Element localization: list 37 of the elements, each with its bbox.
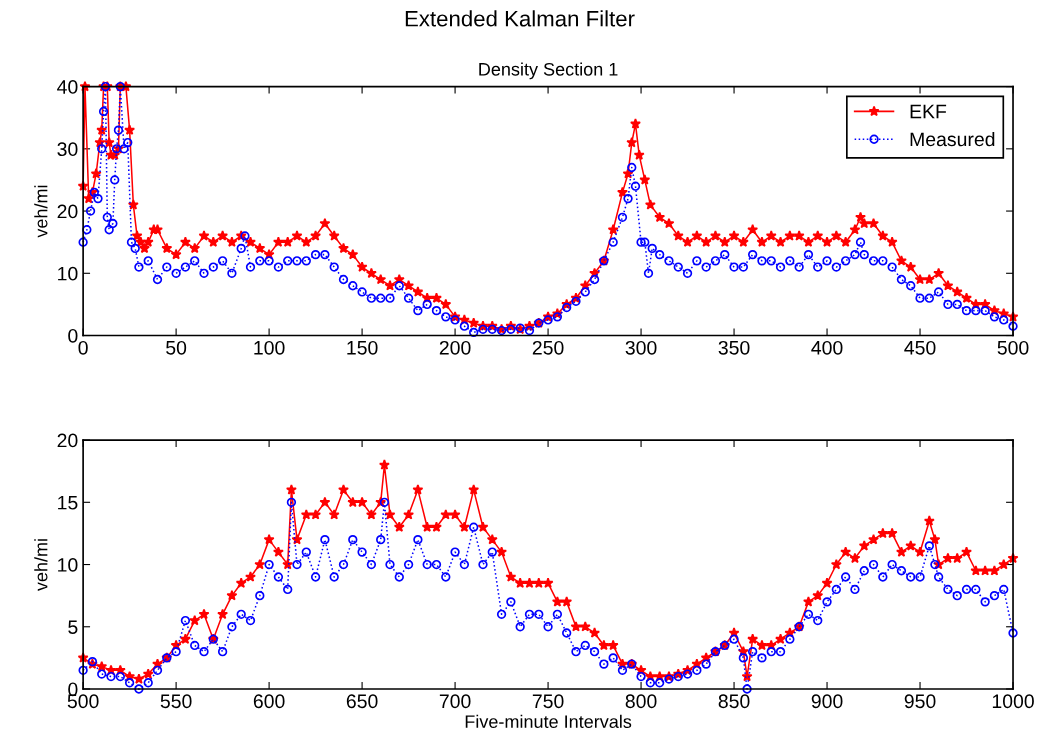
x-tick-label: 0: [78, 340, 88, 355]
legend-label: Measured: [910, 131, 995, 147]
y-axis-title: veh/mi: [34, 185, 48, 238]
x-tick-label: 200: [439, 340, 471, 355]
y-tick-label: 30: [57, 142, 78, 157]
x-tick-label: 50: [166, 340, 187, 355]
x-tick-label: 650: [346, 694, 378, 709]
y-tick-label: 15: [58, 495, 78, 510]
x-tick-label: 300: [625, 340, 657, 355]
y-tick-label: 10: [58, 266, 78, 281]
y-tick-label: 20: [57, 433, 78, 448]
y-tick-label: 20: [57, 204, 78, 219]
x-tick-label: 600: [253, 694, 285, 709]
x-tick-label: 1000: [992, 694, 1034, 709]
y-tick-label: 0: [68, 328, 78, 343]
x-tick-label: 400: [811, 340, 843, 355]
x-tick-label: 250: [532, 340, 564, 355]
x-tick-label: 150: [347, 340, 378, 355]
x-tick-label: 500: [997, 340, 1029, 355]
x-tick-label: 100: [254, 340, 285, 355]
x-tick-label: 800: [625, 694, 657, 709]
x-axis-title: Five-minute Intervals: [465, 714, 632, 729]
x-tick-label: 850: [718, 694, 750, 709]
y-tick-label: 40: [57, 80, 78, 94]
x-tick-label: 350: [718, 340, 750, 355]
y-axis-title: veh/mi: [34, 539, 48, 592]
legend-label: EKF: [910, 104, 947, 119]
x-tick-label: 700: [439, 694, 471, 709]
y-tick-label: 5: [68, 620, 78, 634]
x-tick-label: 950: [904, 694, 936, 709]
x-tick-label: 900: [811, 694, 843, 709]
chart-subtitle: Density Section 1: [479, 62, 618, 80]
x-tick-label: 550: [160, 694, 192, 709]
y-tick-label: 10: [58, 558, 78, 572]
x-tick-label: 450: [904, 340, 936, 355]
chart-title: Extended Kalman Filter: [405, 10, 635, 27]
x-tick-label: 750: [532, 694, 564, 709]
